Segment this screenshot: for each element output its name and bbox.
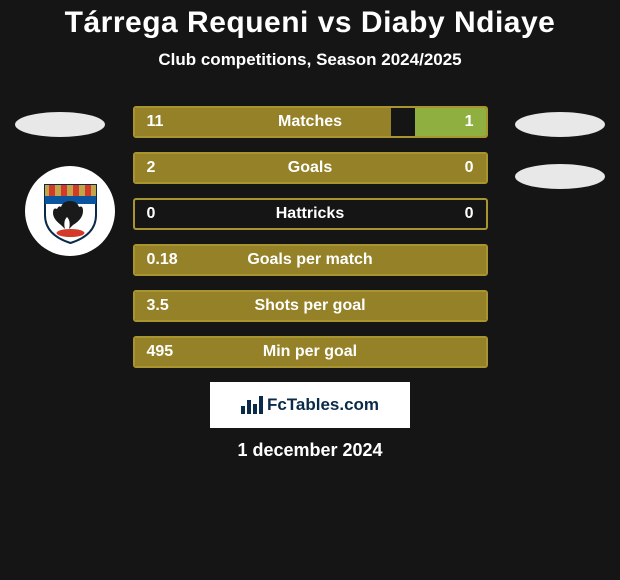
stat-row: 3.5Shots per goal xyxy=(133,290,488,322)
subtitle: Club competitions, Season 2024/2025 xyxy=(0,50,620,70)
page-title: Tárrega Requeni vs Diaby Ndiaye xyxy=(0,6,620,40)
stat-row: 11Matches1 xyxy=(133,106,488,138)
content-area: 11Matches12Goals00Hattricks00.18Goals pe… xyxy=(0,106,620,368)
date-label: 1 december 2024 xyxy=(0,440,620,461)
stat-label: Min per goal xyxy=(135,343,486,361)
club-logo-left xyxy=(25,166,115,256)
club-logo-right xyxy=(515,164,605,189)
stat-row: 495Min per goal xyxy=(133,336,488,368)
valencia-badge-icon xyxy=(43,177,98,245)
stat-value-right: 1 xyxy=(465,113,474,131)
comparison-infographic: Tárrega Requeni vs Diaby Ndiaye Club com… xyxy=(0,0,620,580)
player-photo-left xyxy=(15,112,105,137)
stat-row: 2Goals0 xyxy=(133,152,488,184)
player-photo-right xyxy=(515,112,605,137)
fctables-icon xyxy=(241,396,263,414)
stat-rows: 11Matches12Goals00Hattricks00.18Goals pe… xyxy=(133,106,488,368)
stat-value-right: 0 xyxy=(465,159,474,177)
stat-value-right: 0 xyxy=(465,205,474,223)
stat-row: 0Hattricks0 xyxy=(133,198,488,230)
stat-label: Matches xyxy=(135,113,486,131)
stat-row: 0.18Goals per match xyxy=(133,244,488,276)
stat-label: Shots per goal xyxy=(135,297,486,315)
stat-label: Goals xyxy=(135,159,486,177)
branding-text: FcTables.com xyxy=(267,395,379,415)
stat-label: Goals per match xyxy=(135,251,486,269)
branding-panel: FcTables.com xyxy=(210,382,410,428)
stat-label: Hattricks xyxy=(135,205,486,223)
